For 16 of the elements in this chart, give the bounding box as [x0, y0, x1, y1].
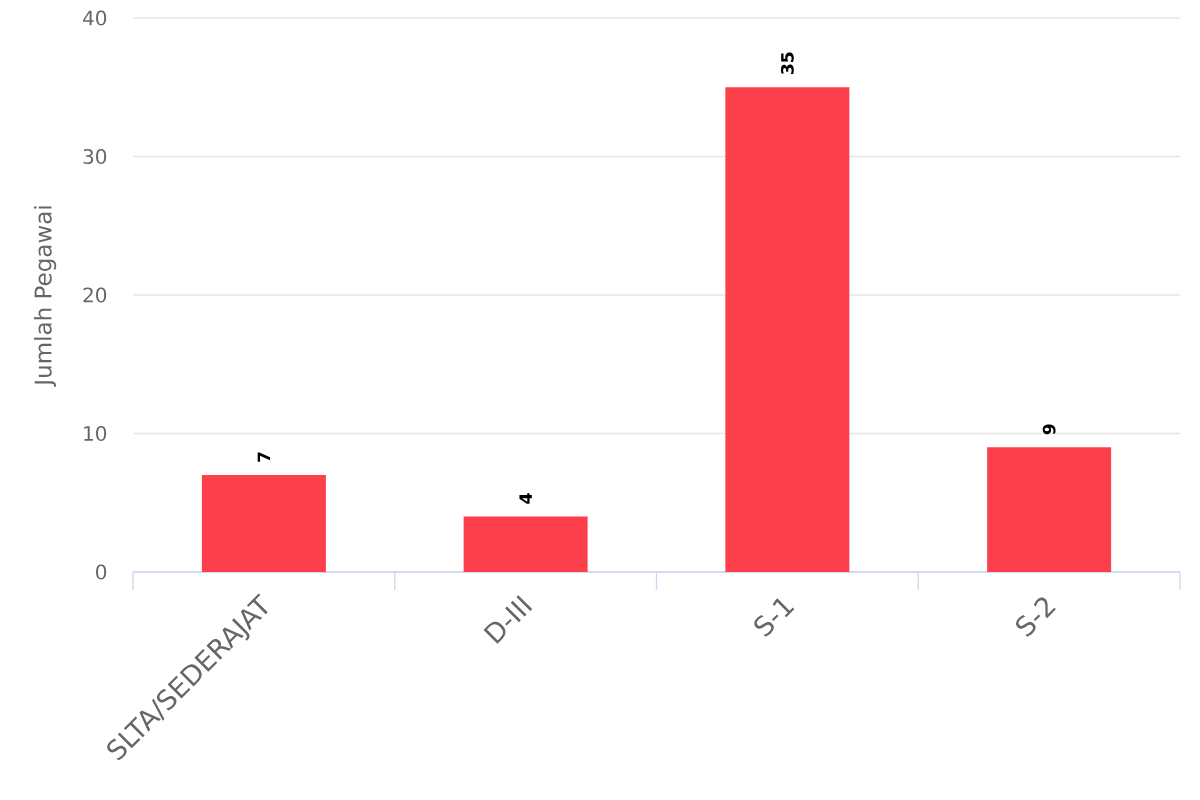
data-label: 9 — [1042, 424, 1056, 435]
y-tick-label: 0 — [96, 564, 107, 580]
bar — [463, 516, 588, 572]
bar — [201, 475, 326, 572]
bar — [725, 87, 850, 572]
bar — [987, 447, 1112, 572]
y-axis-title: Jumlah Pegawai — [33, 206, 57, 387]
data-label: 7 — [257, 452, 271, 462]
y-tick-label: 40 — [83, 10, 107, 26]
x-tick-label: S-1 — [754, 598, 795, 637]
y-tick-label: 10 — [84, 425, 107, 442]
x-tick-label: S-2 — [1016, 597, 1056, 637]
y-tick-label: 20 — [83, 287, 107, 303]
data-label: 4 — [519, 493, 532, 504]
y-tick-label: 30 — [83, 148, 107, 165]
data-label: 35 — [780, 52, 794, 74]
